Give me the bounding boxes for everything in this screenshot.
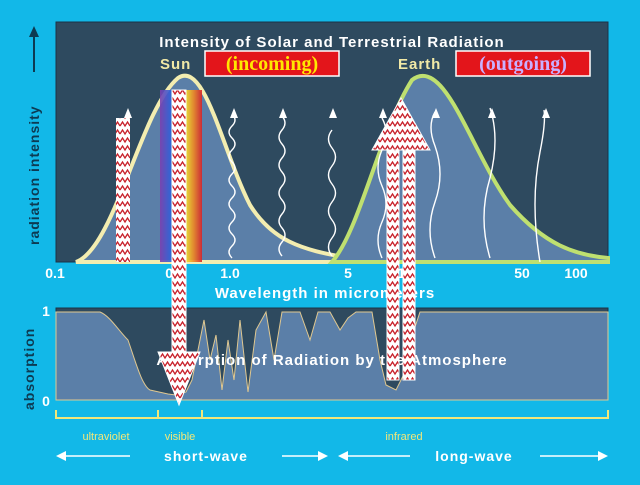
sun-label: Sun	[160, 56, 191, 73]
band-brackets	[55, 410, 609, 419]
absorption-title: Absorption of Radiation by the Atmospher…	[156, 352, 507, 369]
absorption-tick-1: 1	[42, 303, 50, 319]
y-axis-top: radiation intensity	[26, 26, 42, 245]
y-axis-label-intensity: radiation intensity	[26, 105, 42, 245]
tick-label: 50	[514, 265, 530, 281]
absorption-tick-0: 0	[42, 393, 50, 409]
uv-wave	[116, 118, 130, 262]
absorption-curve	[55, 310, 609, 401]
band-ultraviolet: ultraviolet	[82, 431, 129, 443]
tick-label: 100	[564, 265, 588, 281]
long-wave-label: long-wave	[435, 448, 512, 464]
tick-label: 5	[344, 265, 352, 281]
band-infrared: infrared	[385, 431, 422, 443]
intensity-panel: Intensity of Solar and Terrestrial Radia…	[55, 21, 610, 264]
x-axis-ticks: 0.1 0.5 1.0 5 10 50 100	[45, 265, 588, 281]
earth-label: Earth	[398, 56, 441, 73]
tick-label: 0.1	[45, 265, 65, 281]
earth-tag-box	[455, 50, 591, 77]
sun-tag: (incoming)	[226, 53, 318, 75]
long-wave-range: long-wave	[338, 448, 608, 464]
tick-label: 1.0	[220, 265, 240, 281]
band-visible: visible	[165, 431, 196, 443]
intensity-title: Intensity of Solar and Terrestrial Radia…	[159, 34, 504, 51]
absorption-panel: Absorption of Radiation by the Atmospher…	[55, 307, 609, 401]
incoming-solar-arrow	[157, 89, 201, 407]
short-wave-label: short-wave	[164, 448, 248, 464]
y-axis-label-absorption: absorption	[21, 328, 37, 410]
outgoing-earth-arrow	[371, 96, 431, 381]
short-wave-range: short-wave	[56, 448, 328, 464]
sun-tag-box	[204, 50, 340, 77]
earth-tag: (outgoing)	[479, 53, 567, 75]
x-axis-label: Wavelength in micrometers	[215, 285, 435, 302]
